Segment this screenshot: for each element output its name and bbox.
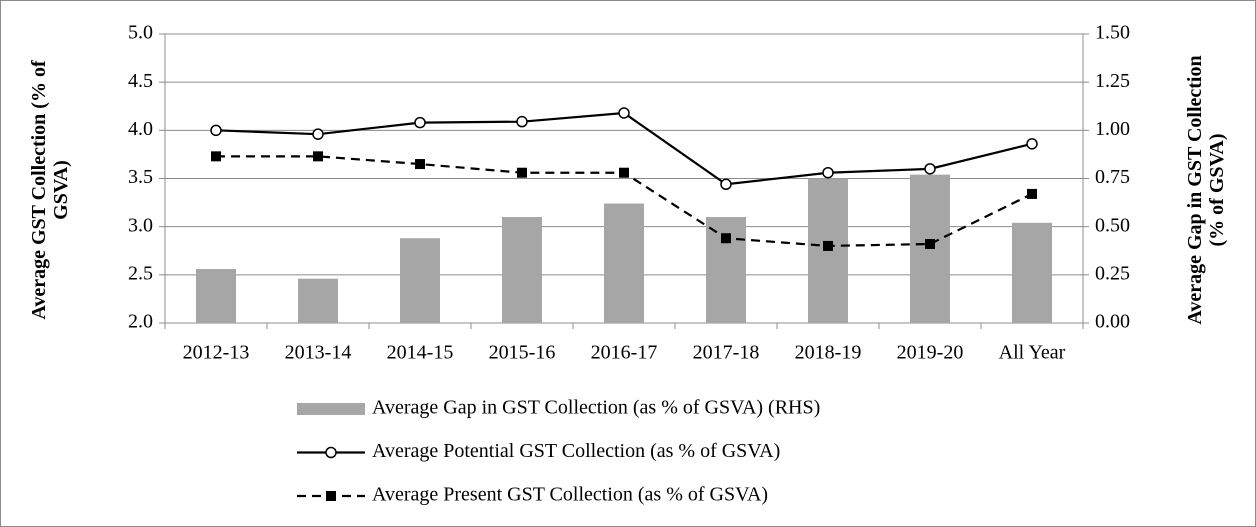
legend-marker	[325, 446, 337, 459]
bar	[298, 278, 338, 323]
marker	[211, 151, 221, 162]
y2-tick-label: 0.25	[1095, 262, 1130, 284]
y-tick-label: 2.5	[128, 262, 153, 284]
marker	[721, 233, 731, 244]
y-tick-label: 3.5	[128, 166, 153, 188]
y-tick-label: 3.0	[128, 214, 153, 236]
legend-label: Average Present GST Collection (as % of …	[372, 484, 768, 506]
x-tick-label: 2013-14	[285, 342, 352, 364]
marker	[312, 128, 324, 140]
marker	[415, 159, 425, 170]
y2-tick-label: 0.50	[1095, 214, 1130, 236]
bar	[1012, 222, 1052, 323]
x-tick-label: All Year	[999, 342, 1066, 364]
marker	[517, 167, 527, 178]
marker	[1026, 138, 1038, 150]
marker	[1027, 188, 1037, 199]
marker	[924, 163, 936, 175]
y2-tick-label: 1.00	[1095, 118, 1130, 140]
y2-tick-label: 0.75	[1095, 166, 1130, 188]
y2-tick-label: 1.25	[1095, 70, 1130, 92]
x-tick-label: 2016-17	[591, 342, 658, 364]
bar	[400, 238, 440, 323]
marker	[925, 239, 935, 250]
y2-tick-label: 0.00	[1095, 311, 1130, 333]
bar	[604, 203, 644, 323]
y-tick-label: 5.0	[128, 22, 153, 44]
marker	[313, 151, 323, 162]
y-tick-label: 4.5	[128, 70, 153, 92]
x-tick-label: 2015-16	[489, 342, 556, 364]
legend-marker	[326, 491, 336, 501]
marker	[414, 116, 426, 129]
legend-swatch	[297, 403, 365, 415]
y2-axis-title: Average Gap in GST Collection (% of GSVA…	[1184, 55, 1228, 325]
x-tick-label: 2014-15	[387, 342, 454, 364]
bar	[502, 217, 542, 323]
marker	[618, 107, 630, 119]
legend-label: Average Gap in GST Collection (as % of G…	[372, 397, 820, 419]
y-axis-title: Average GST Collection (% of GSVA)	[28, 60, 72, 320]
y-tick-label: 4.0	[128, 118, 153, 140]
y-tick-label: 2.0	[128, 311, 153, 333]
x-tick-label: 2012-13	[183, 342, 250, 364]
bar	[706, 217, 746, 323]
x-tick-label: 2017-18	[693, 342, 760, 364]
marker	[822, 166, 834, 179]
marker	[619, 167, 629, 178]
y2-tick-label: 1.50	[1095, 22, 1130, 44]
x-tick-label: 2018-19	[795, 342, 862, 364]
marker	[516, 115, 528, 128]
marker	[210, 124, 222, 137]
marker	[823, 240, 833, 251]
marker	[720, 178, 732, 191]
legend-label: Average Potential GST Collection (as % o…	[372, 440, 780, 462]
x-tick-label: 2019-20	[897, 342, 964, 364]
bar	[196, 269, 236, 323]
